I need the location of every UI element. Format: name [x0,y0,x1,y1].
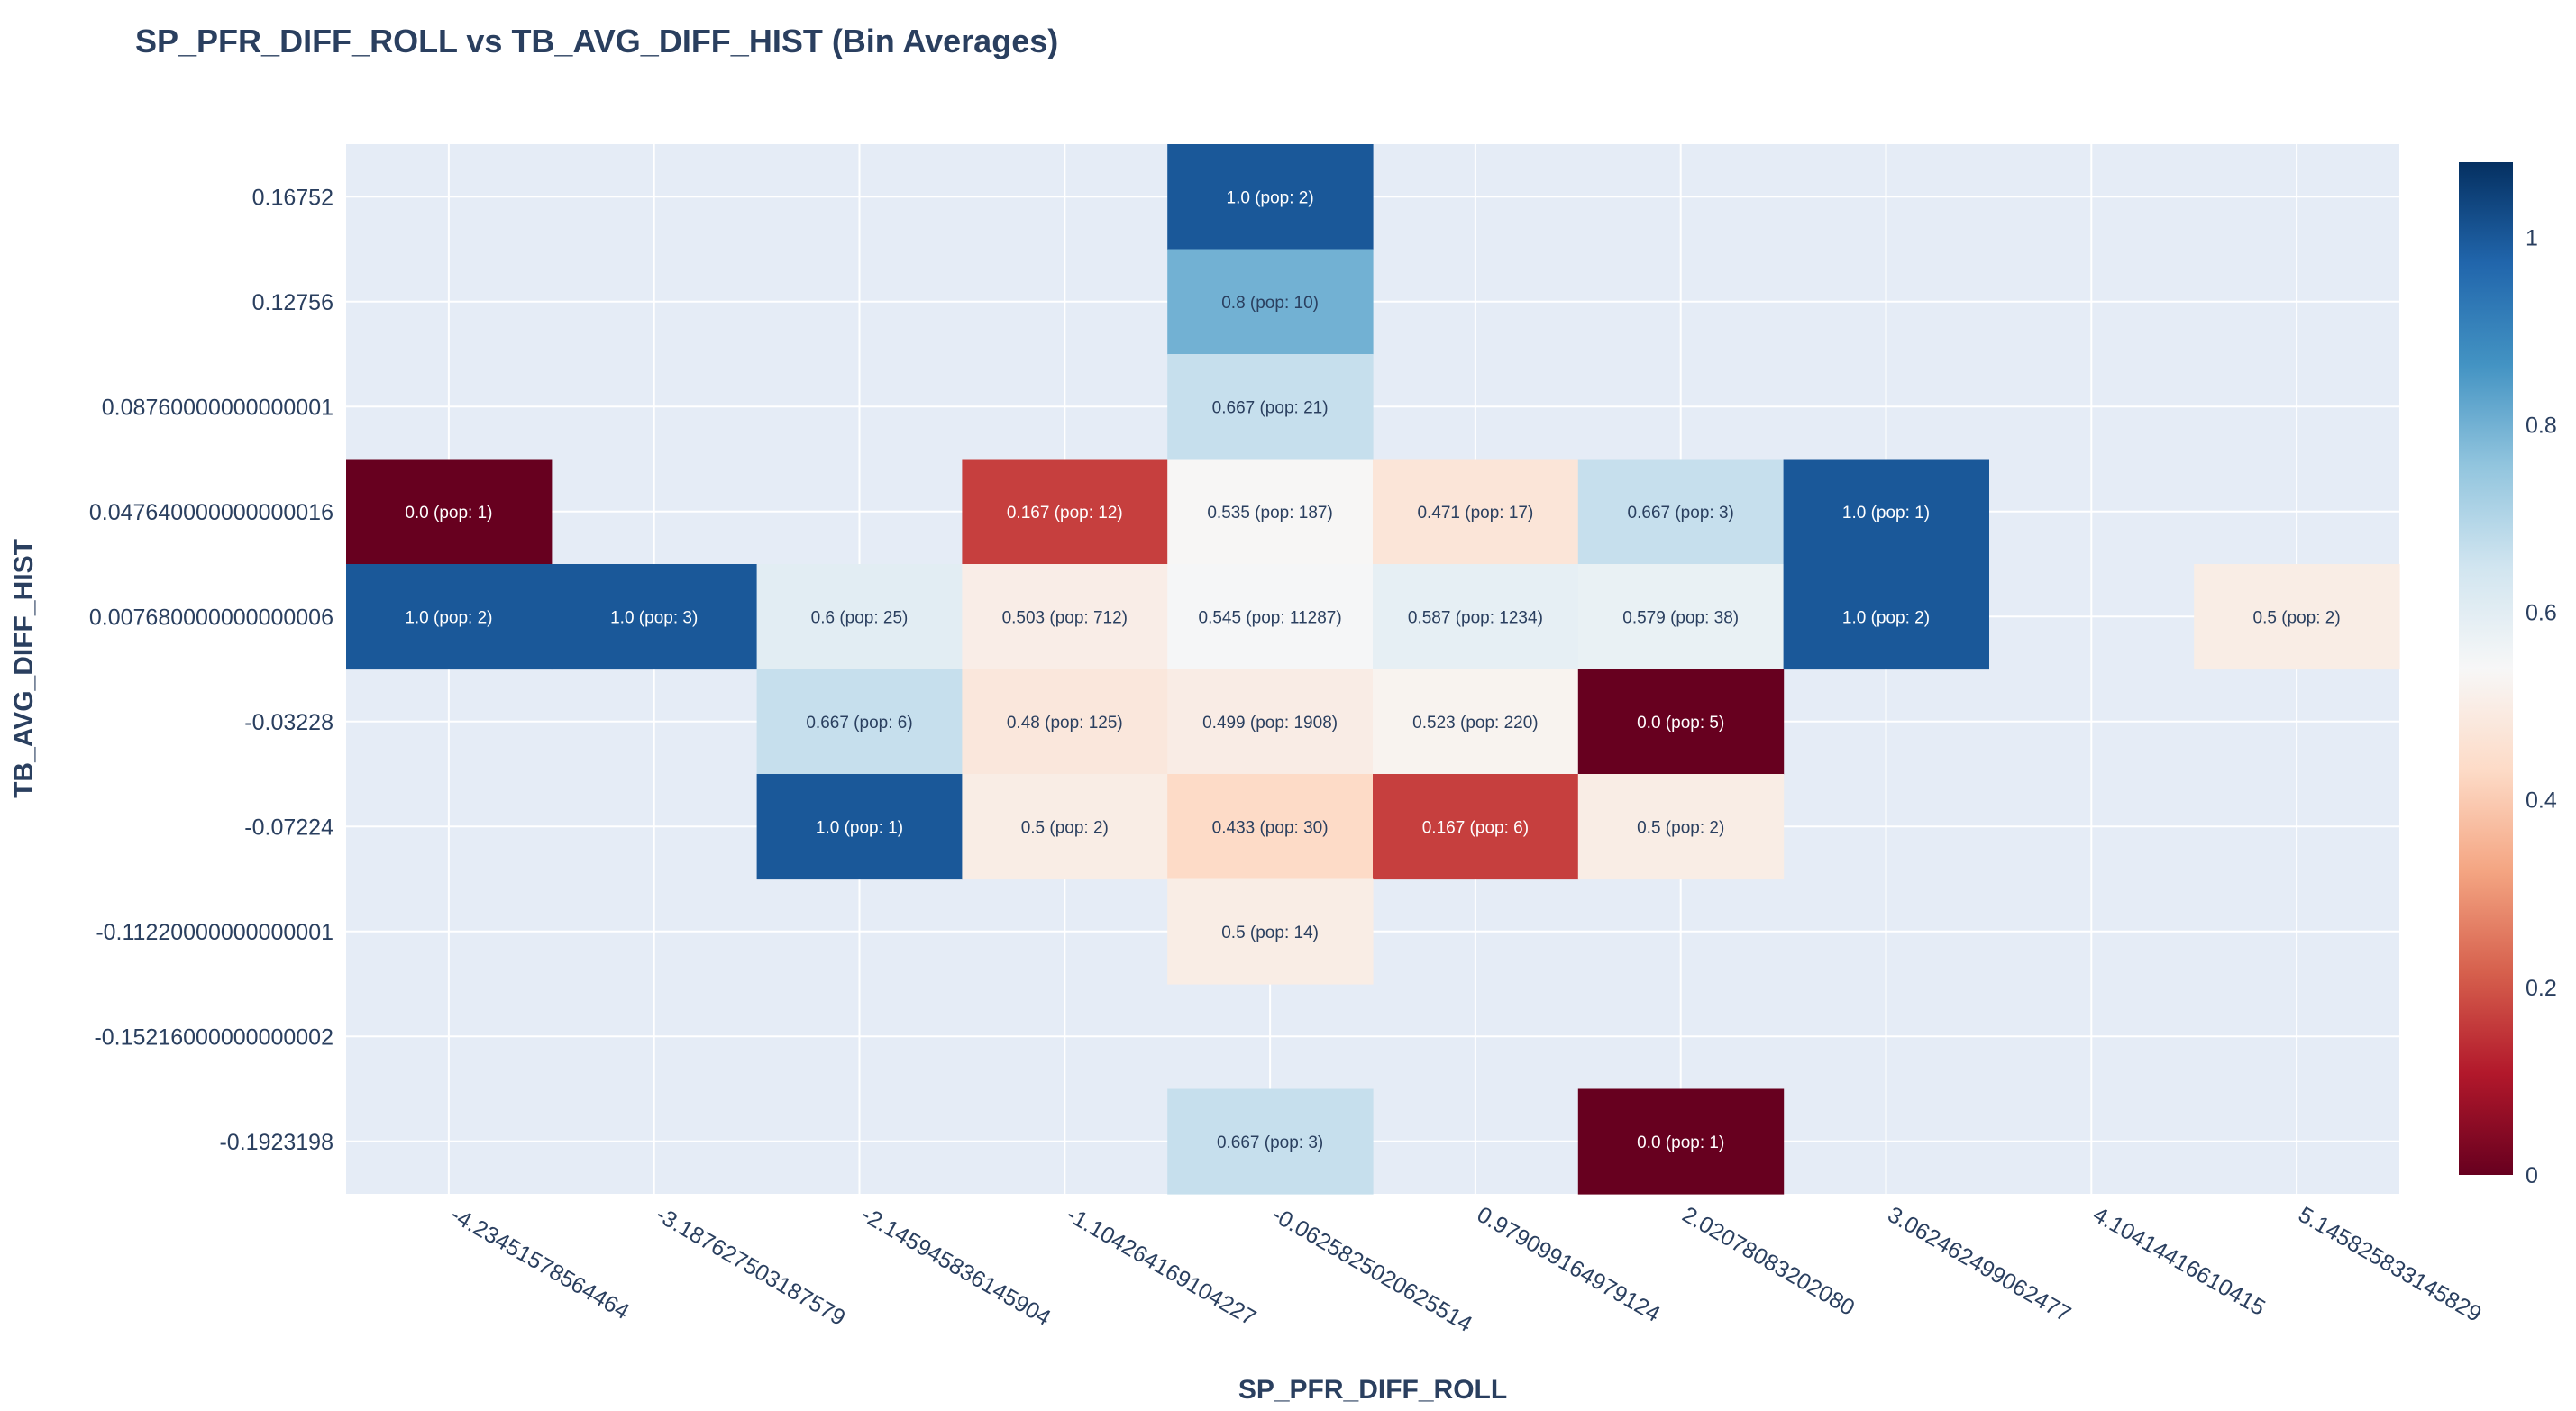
heatmap-cell [1577,1088,1785,1195]
cell-label: 0.579 (pop: 38) [1622,608,1739,627]
cell-labels: 1.0 (pop: 2) 0.8 (pop: 10) 0.667 (pop: 21)… [405,188,2340,1152]
x-tick-label: 3.062462499062477 [1884,1202,2076,1327]
colorbar-tick-label: 0.4 [2526,788,2557,814]
heatmap-cell [962,774,1168,880]
x-tick-label: -2.145945836145904 [857,1202,1055,1331]
x-tick-label: 0.979099164979124 [1473,1202,1665,1327]
cell-label: 0.667 (pop: 3) [1628,504,1734,523]
x-tick-label: 5.145825833145829 [2294,1202,2486,1327]
colorbar-tick-label: 0.6 [2526,601,2557,626]
heatmap-cell [551,564,758,670]
cell-label: 1.0 (pop: 2) [1842,608,1930,627]
y-tick-label: -0.1923198 [219,1130,333,1155]
x-tick-label: 2.02078083202080 [1678,1202,1859,1321]
cell-label: 0.499 (pop: 1908) [1202,714,1338,733]
cell-label: 0.545 (pop: 11287) [1199,608,1342,627]
colorbar [2459,162,2513,1175]
cell-label: 1.0 (pop: 2) [405,608,492,627]
y-tick-label: 0.16752 [252,185,333,210]
cell-label: 0.667 (pop: 21) [1212,398,1329,417]
cell-label: 0.0 (pop: 1) [1637,1133,1724,1152]
heatmap-cell [346,459,553,565]
y-tick-label: -0.15216000000000002 [94,1024,333,1050]
cell-label: 0.523 (pop: 220) [1412,714,1538,733]
heatmap-cell [756,669,963,775]
y-tick-label: 0.12756 [252,290,333,315]
colorbar-tick-label: 0 [2526,1163,2538,1188]
colorbar-tick-label: 0.8 [2526,413,2557,438]
heatmap-cell [756,774,963,880]
cell-label: 0.5 (pop: 14) [1221,924,1319,942]
cell-label: 0.535 (pop: 187) [1207,504,1332,523]
cell-label: 0.6 (pop: 25) [811,608,909,627]
cell-label: 0.5 (pop: 2) [2253,608,2341,627]
heatmap-cell [1577,774,1785,880]
y-axis-ticks: 0.16752 0.12756 0.08760000000000001 0.04764… [89,185,333,1155]
cell-label: 0.8 (pop: 10) [1221,294,1319,313]
cell-label: 1.0 (pop: 2) [1227,188,1314,207]
y-tick-label: 0.047640000000000016 [89,500,333,525]
cell-label: 1.0 (pop: 1) [1842,504,1930,523]
heatmap-cells [346,144,2400,1195]
x-tick-label: -3.187627503187579 [652,1202,850,1331]
x-tick-label: -0.0625825020625514 [1267,1202,1476,1337]
cell-label: 0.667 (pop: 6) [806,714,912,733]
chart-title: SP_PFR_DIFF_ROLL vs TB_AVG_DIFF_HIST (Bi… [135,23,1058,59]
heatmap-cell [962,459,1168,565]
heatmap-cell [962,564,1168,670]
heatmap-cell [1167,144,1374,250]
y-axis-title: TB_AVG_DIFF_HIST [9,539,39,798]
colorbar-tick-label: 1 [2526,225,2538,250]
y-tick-label: -0.11220000000000001 [96,920,333,945]
cell-label: 1.0 (pop: 3) [610,608,698,627]
heatmap-cell [1373,774,1579,880]
heatmap-cell [1167,878,1374,985]
heatmap-cell [1167,459,1374,565]
cell-label: 0.0 (pop: 5) [1637,714,1724,733]
heatmap-cell [1373,459,1579,565]
cell-label: 0.667 (pop: 3) [1217,1133,1323,1152]
cell-label: 0.587 (pop: 1234) [1408,608,1543,627]
heatmap-cell [1577,564,1785,670]
heatmap-cell [756,564,963,670]
heatmap-cell [1167,354,1374,460]
y-tick-label: 0.007680000000000006 [89,605,333,630]
heatmap-cell [1373,564,1579,670]
colorbar-ticks: 0 0.2 0.4 0.6 0.8 1 [2526,225,2557,1188]
cell-label: 0.5 (pop: 2) [1021,818,1109,837]
cell-label: 1.0 (pop: 1) [816,818,903,837]
cell-label: 0.0 (pop: 1) [405,504,492,523]
heatmap-cell [1167,249,1374,355]
heatmap-cell [1783,459,1989,565]
heatmap-cell [1373,669,1579,775]
cell-label: 0.167 (pop: 6) [1422,818,1529,837]
x-tick-label: -4.23451578564464 [446,1202,634,1325]
cell-label: 0.471 (pop: 17) [1417,504,1533,523]
heatmap-cell [1167,1088,1374,1195]
heatmap-cell [2194,564,2400,670]
x-tick-label: 4.10414416610415 [2088,1202,2270,1321]
cell-label: 0.48 (pop: 125) [1007,714,1123,733]
x-axis-ticks: -4.23451578564464 -3.187627503187579 -2.14… [446,1202,2486,1337]
colorbar-tick-label: 0.2 [2526,976,2557,1001]
cell-label: 0.5 (pop: 2) [1637,818,1724,837]
cell-label: 0.503 (pop: 712) [1002,608,1128,627]
heatmap-cell [1167,774,1374,880]
heatmap-cell [1577,459,1785,565]
heatmap-cell [962,669,1168,775]
heatmap-cell [1577,669,1785,775]
heatmap-cell [1167,669,1374,775]
y-tick-label: -0.03228 [244,710,333,735]
cell-label: 0.433 (pop: 30) [1212,818,1329,837]
y-tick-label: 0.08760000000000001 [102,395,333,420]
heatmap-cell [346,564,553,670]
x-tick-label: -1.104264169104227 [1062,1202,1260,1331]
heatmap-cell [1783,564,1989,670]
y-tick-label: -0.07224 [244,815,333,840]
x-axis-title: SP_PFR_DIFF_ROLL [1238,1375,1507,1405]
heatmap-cell [1167,564,1374,670]
cell-label: 0.167 (pop: 12) [1007,504,1123,523]
